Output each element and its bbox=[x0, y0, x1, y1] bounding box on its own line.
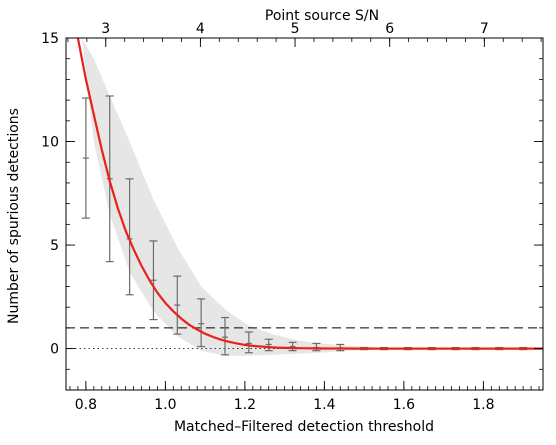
top-x-tick-label: 6 bbox=[385, 21, 394, 37]
y-tick-label: 5 bbox=[50, 238, 59, 254]
x-tick-label: 1.8 bbox=[472, 397, 494, 413]
top-x-axis-title: Point source S/N bbox=[265, 8, 379, 24]
confidence-band bbox=[81, 38, 373, 356]
errorbar bbox=[221, 316, 229, 356]
plot-frame-group bbox=[65, 37, 544, 391]
model-curve-group bbox=[76, 38, 543, 350]
ticks-group bbox=[66, 37, 543, 391]
top-x-tick-label: 3 bbox=[101, 21, 110, 37]
y-axis-title: Number of spurious detections bbox=[6, 108, 22, 324]
x-tick-label: 1.6 bbox=[393, 397, 415, 413]
x-axis-title: Matched–Filtered detection threshold bbox=[174, 419, 434, 435]
y-tick-label: 0 bbox=[50, 342, 59, 358]
errorbar bbox=[244, 331, 253, 354]
plot-frame bbox=[65, 37, 544, 391]
model-curve bbox=[76, 38, 543, 350]
errorbar bbox=[173, 275, 182, 335]
confidence-band-group bbox=[81, 38, 373, 356]
errorbar bbox=[149, 240, 158, 321]
errorbar bbox=[264, 338, 273, 352]
x-tick-label: 1.0 bbox=[154, 397, 176, 413]
errorbar bbox=[197, 298, 206, 348]
x-tick-label: 0.8 bbox=[75, 397, 97, 413]
y-tick-label: 15 bbox=[41, 31, 59, 47]
tick-labels-group: 0.8 1.0 1.2 1.4 1.6 1.8 0 5 10 15 3 4 5 6 7 bbox=[41, 21, 494, 413]
top-x-tick-label: 4 bbox=[196, 21, 205, 37]
x-tick-label: 1.4 bbox=[313, 397, 335, 413]
errorbar bbox=[81, 97, 90, 219]
y-tick-label: 10 bbox=[41, 135, 59, 151]
errorbar bbox=[288, 341, 297, 352]
top-x-tick-label: 5 bbox=[291, 21, 300, 37]
x-tick-label: 1.2 bbox=[234, 397, 256, 413]
top-x-tick-label: 7 bbox=[480, 21, 489, 37]
